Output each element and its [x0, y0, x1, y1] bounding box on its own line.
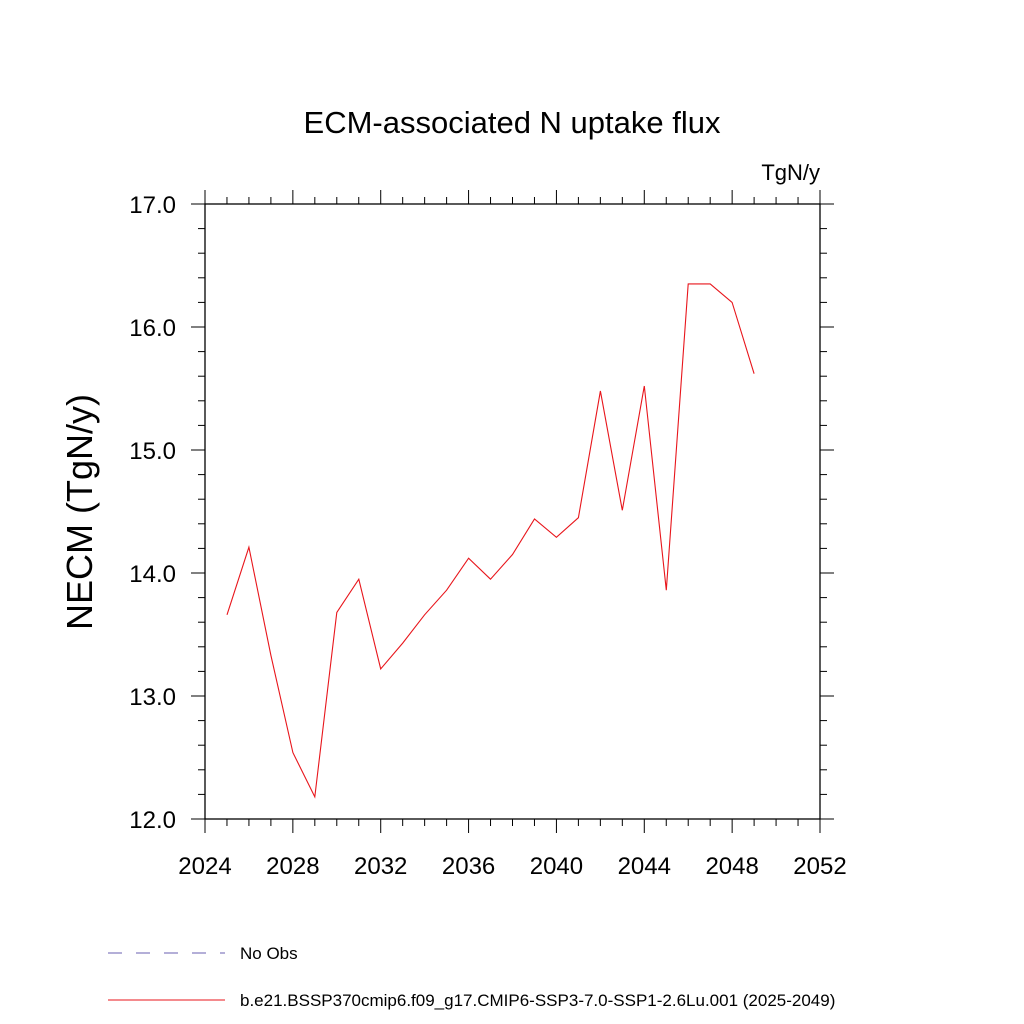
x-tick-label: 2024 [178, 853, 231, 880]
axis-tick-labels: 2024 2028 2032 2036 2040 2044 2048 2052 12.0 13.0… [129, 192, 846, 880]
y-tick-label: 12.0 [129, 807, 176, 834]
x-tick-label: 2040 [530, 853, 583, 880]
plot-frame [204, 203, 821, 820]
x-tick-label: 2048 [705, 853, 758, 880]
y-tick-label: 14.0 [129, 561, 176, 588]
legend: No Obs b.e21.BSSP370cmip6.f09_g17.CMIP6-… [108, 944, 835, 1010]
y-tick-label: 16.0 [129, 315, 176, 342]
x-tick-label: 2028 [266, 853, 319, 880]
series-line-model [226, 283, 755, 799]
x-tick-label: 2044 [618, 853, 671, 880]
legend-label-model: b.e21.BSSP370cmip6.f09_g17.CMIP6-SSP3-7.… [240, 991, 835, 1010]
y-tick-label: 13.0 [129, 684, 176, 711]
units-label: TgN/y [761, 160, 820, 185]
x-tick-label: 2032 [354, 853, 407, 880]
axis-ticks [191, 190, 834, 833]
legend-label-no-obs: No Obs [240, 944, 298, 963]
y-axis-label: NECM (TgN/y) [59, 394, 100, 630]
y-tick-label: 17.0 [129, 192, 176, 219]
chart-title: ECM-associated N uptake flux [304, 105, 721, 140]
y-tick-label: 15.0 [129, 438, 176, 465]
series-layer [226, 283, 755, 799]
x-tick-label: 2052 [793, 853, 846, 880]
x-tick-label: 2036 [442, 853, 495, 880]
